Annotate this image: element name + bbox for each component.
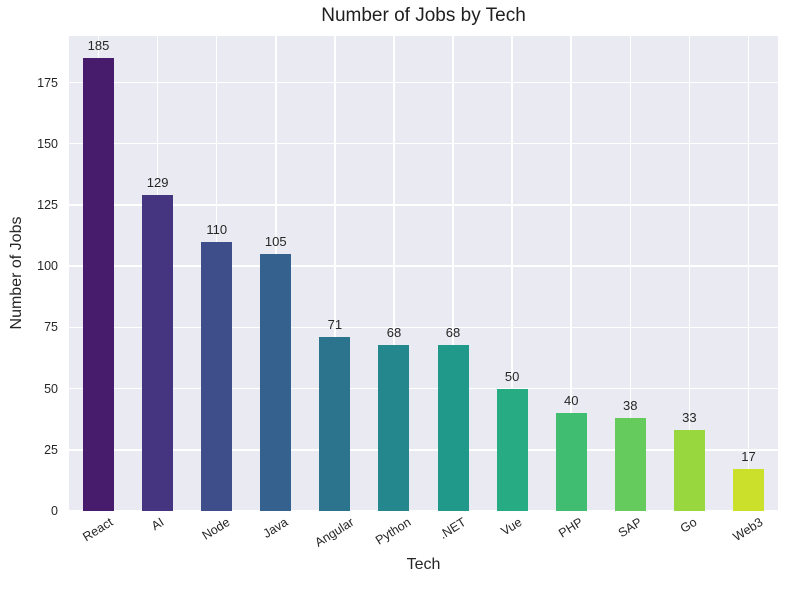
gridline-horizontal — [69, 265, 778, 267]
bar-angular — [319, 337, 351, 511]
gridline-vertical — [570, 36, 572, 511]
bar-value-label: 38 — [623, 397, 638, 413]
gridline-vertical — [747, 36, 750, 511]
bar-web3 — [732, 469, 764, 511]
y-tick-label: 25 — [44, 442, 58, 457]
bar-value-label: 71 — [327, 317, 343, 333]
gridline-vertical — [688, 36, 691, 511]
x-tick-label: PHP — [556, 515, 586, 541]
bar-value-label: 50 — [504, 368, 520, 384]
bar-value-label: 185 — [87, 38, 110, 54]
x-axis-label: Tech — [406, 556, 441, 573]
y-tick-label: 0 — [51, 504, 58, 518]
gridline-horizontal — [69, 81, 778, 84]
x-tick-label: Web3 — [730, 515, 766, 545]
gridline-vertical — [334, 36, 336, 511]
bar-python — [378, 344, 410, 511]
gridline-vertical — [393, 36, 395, 511]
x-tick-label: Python — [373, 515, 414, 548]
x-tick-label: AI — [148, 515, 167, 534]
bar-sap — [614, 417, 646, 511]
plot-area: 185 129 110 105 71 68 68 50 40 38 33 17 — [69, 36, 778, 512]
x-tick-label: Vue — [498, 515, 525, 539]
y-tick-label: 150 — [37, 136, 58, 151]
bar-value-label: 110 — [206, 221, 228, 237]
bar-value-label: 129 — [146, 175, 169, 191]
bar-java — [260, 253, 292, 511]
bar-value-label: 17 — [741, 449, 756, 465]
bar-ai — [142, 195, 174, 511]
x-tick-label: Java — [260, 515, 291, 541]
bar-value-label: 105 — [264, 233, 287, 249]
x-tick-label: .NET — [436, 515, 469, 542]
gridline-horizontal — [69, 204, 778, 206]
bar-value-label: 33 — [682, 410, 697, 426]
gridline-vertical — [511, 36, 513, 511]
chart-title: Number of Jobs by Tech — [321, 5, 526, 26]
bar-value-label: 68 — [445, 324, 461, 340]
y-tick-label: 75 — [44, 320, 58, 335]
bar-value-label: 68 — [386, 324, 402, 340]
x-tick-label: Go — [678, 515, 700, 536]
y-tick-label: 100 — [37, 259, 58, 274]
x-tick-label: SAP — [615, 515, 645, 541]
bar-react — [83, 58, 115, 511]
bar-value-label: 40 — [563, 393, 579, 409]
bar-go — [673, 430, 705, 511]
gridline-vertical — [629, 36, 632, 511]
x-tick-label: Node — [200, 515, 233, 543]
gridline-horizontal — [69, 387, 778, 390]
bar-vue — [496, 388, 528, 511]
gridline-horizontal — [69, 449, 778, 451]
gridline-horizontal — [69, 142, 778, 145]
bar-php — [555, 413, 587, 511]
bar-net — [437, 344, 469, 511]
y-tick-label: 175 — [37, 75, 58, 90]
x-tick-label: Angular — [312, 515, 357, 550]
x-tick-label: React — [80, 515, 116, 545]
bar-node — [201, 241, 233, 511]
gridline-vertical — [452, 36, 454, 511]
gridline-horizontal — [69, 326, 778, 329]
y-tick-label: 125 — [37, 197, 58, 212]
gridline-horizontal — [69, 510, 778, 512]
y-tick-label: 50 — [44, 381, 58, 396]
